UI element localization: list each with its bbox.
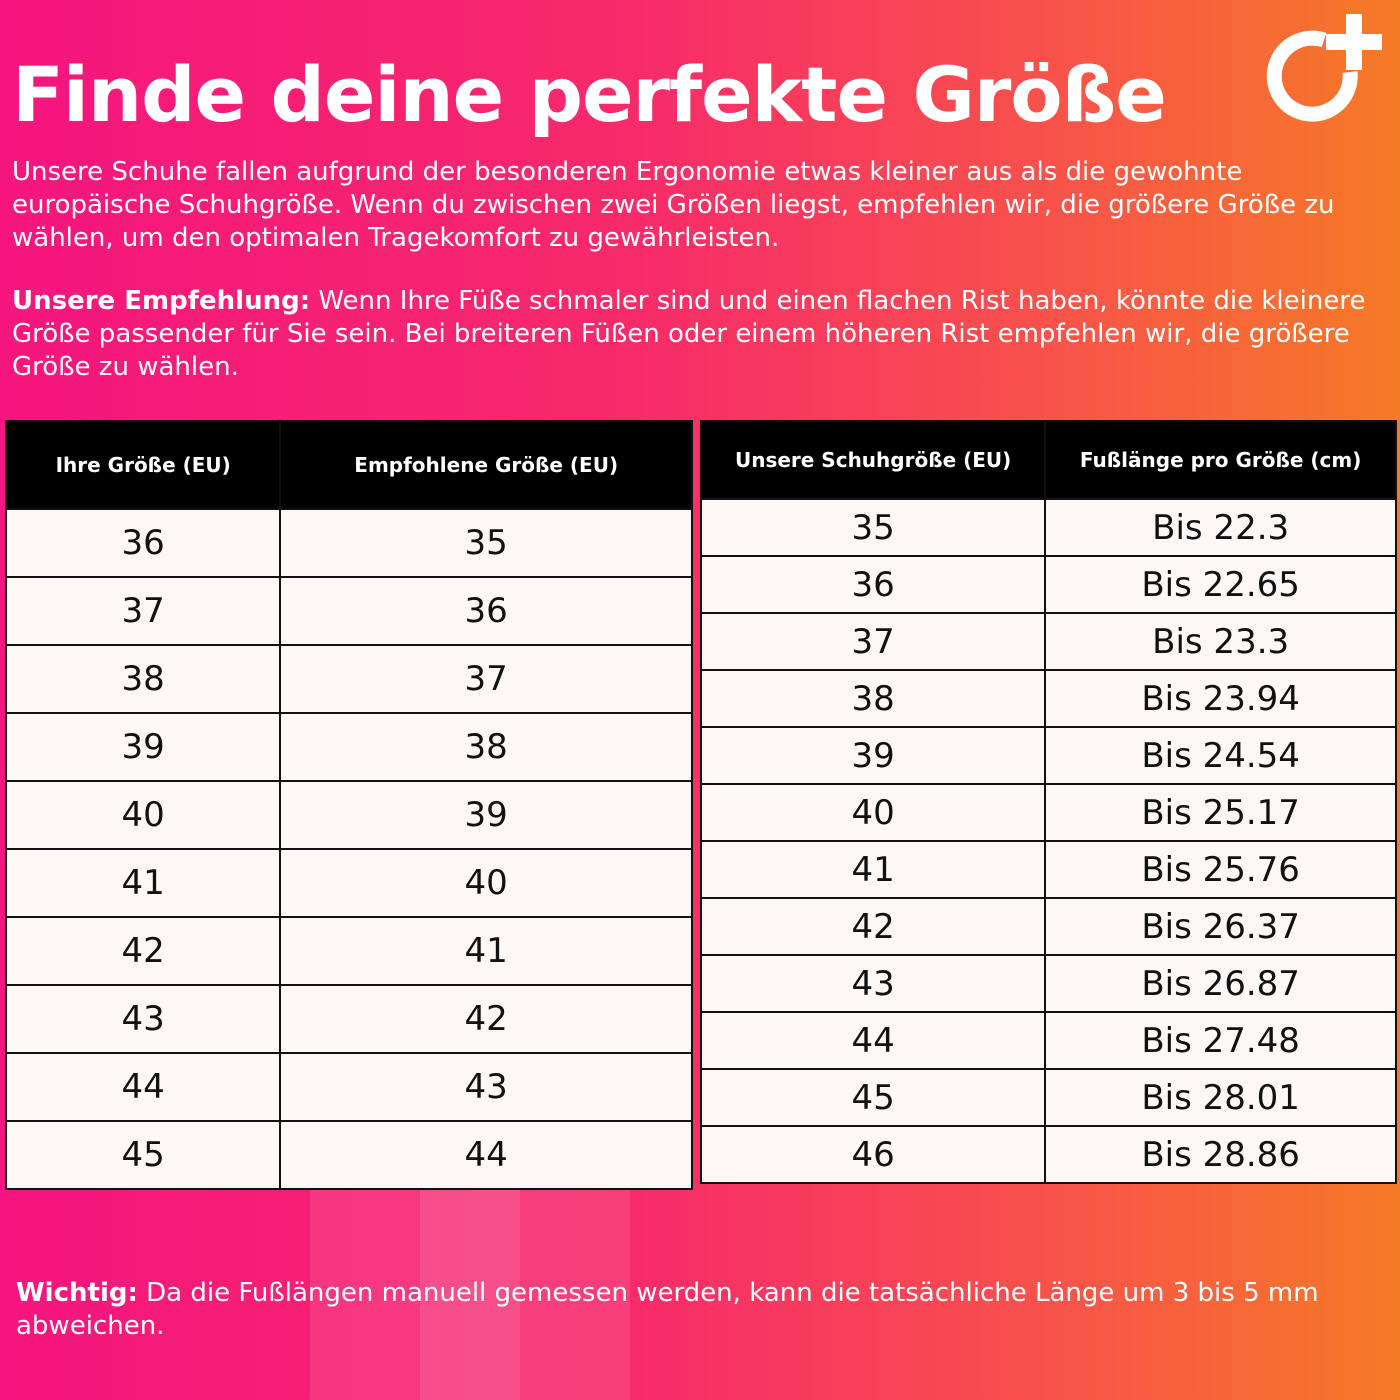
table-cell: Bis 28.01 (1044, 1068, 1397, 1127)
table-cell: Bis 24.54 (1044, 726, 1397, 785)
important-note: Wichtig: Da die Fußlängen manuell gemess… (16, 1277, 1396, 1343)
table-cell: 44 (699, 1011, 1047, 1070)
table-cell: 36 (699, 555, 1047, 614)
table-row: 35 Bis 22.3 (699, 498, 1397, 557)
table-row: 39 38 (4, 712, 693, 782)
table-cell: 35 (279, 508, 693, 578)
note-body: Da die Fußlängen manuell gemessen werden… (16, 1278, 1319, 1341)
background-decoration (310, 1190, 630, 1400)
table-cell: 40 (699, 783, 1047, 842)
table-cell: 39 (4, 712, 282, 782)
table-row: 36 35 (4, 508, 693, 578)
table-cell: 38 (699, 669, 1047, 728)
table-cell: 39 (699, 726, 1047, 785)
table-cell: Bis 26.37 (1044, 897, 1397, 956)
table-cell: Bis 26.87 (1044, 954, 1397, 1013)
table-cell: 41 (4, 848, 282, 918)
table-row: 42 41 (4, 916, 693, 986)
table-row: 40 Bis 25.17 (699, 783, 1397, 842)
foot-length-table: Unsere Schuhgröße (EU) Fußlänge pro Größe… (699, 420, 1397, 1184)
table-cell: 46 (699, 1125, 1047, 1184)
table-row: 42 Bis 26.37 (699, 897, 1397, 956)
table-cell: 43 (699, 954, 1047, 1013)
table-row: 40 39 (4, 780, 693, 850)
table-row: 39 Bis 24.54 (699, 726, 1397, 785)
page-title: Finde deine perfekte Größe (12, 50, 1167, 139)
table-cell: 38 (4, 644, 282, 714)
table-row: 41 Bis 25.76 (699, 840, 1397, 899)
table-cell: 43 (4, 984, 282, 1054)
table-row: 44 Bis 27.48 (699, 1011, 1397, 1070)
table-cell: Bis 22.65 (1044, 555, 1397, 614)
table-cell: 37 (699, 612, 1047, 671)
table-row: 37 Bis 23.3 (699, 612, 1397, 671)
table-row: 36 Bis 22.65 (699, 555, 1397, 614)
table-cell: 42 (699, 897, 1047, 956)
intro-text: Unsere Schuhe fallen aufgrund der besond… (12, 157, 1335, 253)
table-cell: 42 (279, 984, 693, 1054)
table-cell: Bis 23.3 (1044, 612, 1397, 671)
table-cell: 40 (279, 848, 693, 918)
table-cell: Bis 25.76 (1044, 840, 1397, 899)
column-header: Fußlänge pro Größe (cm) (1044, 420, 1397, 500)
table-row: 37 36 (4, 576, 693, 646)
table-cell: Bis 28.86 (1044, 1125, 1397, 1184)
table-cell: Bis 23.94 (1044, 669, 1397, 728)
table-cell: 43 (279, 1052, 693, 1122)
table-cell: 40 (4, 780, 282, 850)
table-cell: 42 (4, 916, 282, 986)
table-cell: Bis 25.17 (1044, 783, 1397, 842)
recommendation-body: Wenn Ihre Füße schmaler sind und einen f… (12, 286, 1366, 382)
table-row: 43 Bis 26.87 (699, 954, 1397, 1013)
table-row: 45 Bis 28.01 (699, 1068, 1397, 1127)
table-row: 46 Bis 28.86 (699, 1125, 1397, 1184)
table-cell: 38 (279, 712, 693, 782)
recommendation-label: Unsere Empfehlung: (12, 286, 311, 316)
table-row: 45 44 (4, 1120, 693, 1190)
table-row: 41 40 (4, 848, 693, 918)
background-decoration (420, 1190, 520, 1400)
table-row: 43 42 (4, 984, 693, 1054)
size-conversion-table: Ihre Größe (EU) Empfohlene Größe (EU) 36 3… (4, 420, 693, 1190)
table-cell: Bis 22.3 (1044, 498, 1397, 557)
table-cell: 37 (279, 644, 693, 714)
table-cell: 37 (4, 576, 282, 646)
table-cell: Bis 27.48 (1044, 1011, 1397, 1070)
table-cell: 41 (699, 840, 1047, 899)
table-cell: 36 (279, 576, 693, 646)
table-cell: 35 (699, 498, 1047, 557)
table-row: 44 43 (4, 1052, 693, 1122)
recommendation-text: Unsere Empfehlung: Wenn Ihre Füße schmal… (12, 285, 1392, 384)
table-row: 38 Bis 23.94 (699, 669, 1397, 728)
table-cell: 41 (279, 916, 693, 986)
table-cell: 39 (279, 780, 693, 850)
table-cell: 45 (4, 1120, 282, 1190)
table-row: 38 37 (4, 644, 693, 714)
column-header: Unsere Schuhgröße (EU) (699, 420, 1047, 500)
column-header: Ihre Größe (EU) (4, 420, 282, 510)
table-cell: 44 (4, 1052, 282, 1122)
table-cell: 36 (4, 508, 282, 578)
table-cell: 44 (279, 1120, 693, 1190)
table-cell: 45 (699, 1068, 1047, 1127)
circle-plus-logo-icon (1266, 14, 1382, 122)
note-label: Wichtig: (16, 1278, 138, 1308)
column-header: Empfohlene Größe (EU) (279, 420, 693, 510)
